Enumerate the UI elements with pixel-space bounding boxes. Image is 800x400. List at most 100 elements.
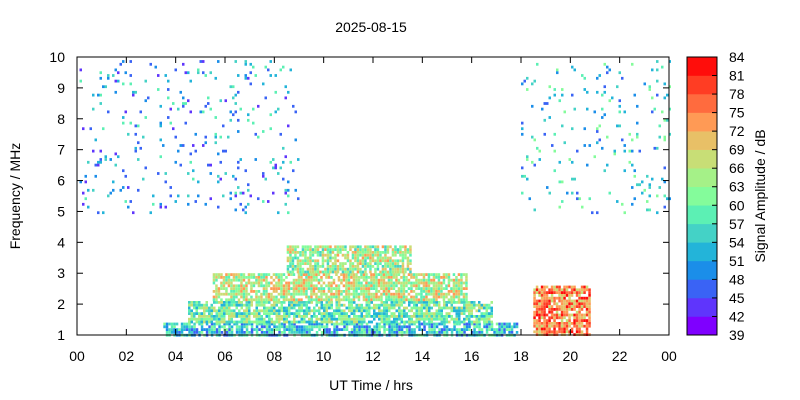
heatmap-cell bbox=[193, 303, 196, 307]
heatmap-cell bbox=[230, 315, 233, 318]
heatmap-cell bbox=[400, 303, 403, 307]
heatmap-cell bbox=[369, 267, 372, 271]
heatmap-cell bbox=[134, 146, 137, 150]
heatmap-cell bbox=[335, 320, 338, 324]
heatmap-cell bbox=[440, 295, 443, 299]
heatmap-cell bbox=[350, 301, 353, 304]
heatmap-cell bbox=[480, 331, 484, 334]
heatmap-cell bbox=[300, 306, 303, 310]
heatmap-cell bbox=[205, 309, 208, 313]
heatmap-cell bbox=[289, 248, 292, 251]
heatmap-cell bbox=[233, 303, 236, 307]
heatmap-cell bbox=[220, 292, 223, 296]
heatmap-cell bbox=[573, 177, 576, 181]
heatmap-cell bbox=[362, 284, 366, 288]
heatmap-cell bbox=[540, 285, 544, 289]
heatmap-cell bbox=[233, 322, 236, 326]
heatmap-cell bbox=[368, 328, 371, 331]
heatmap-cell bbox=[200, 328, 204, 331]
heatmap-cell bbox=[538, 302, 541, 306]
heatmap-cell bbox=[277, 284, 281, 288]
heatmap-cell bbox=[458, 315, 461, 318]
heatmap-cell bbox=[621, 202, 624, 206]
heatmap-cell bbox=[631, 186, 634, 189]
heatmap-cell bbox=[265, 322, 269, 326]
heatmap-cell bbox=[374, 251, 377, 254]
heatmap-cell bbox=[302, 281, 306, 285]
heatmap-cell bbox=[205, 301, 208, 304]
heatmap-cell bbox=[432, 290, 436, 293]
heatmap-cell bbox=[409, 270, 412, 274]
heatmap-cell bbox=[462, 287, 466, 290]
heatmap-cell bbox=[275, 273, 278, 276]
heatmap-cell bbox=[307, 273, 311, 276]
heatmap-cell bbox=[422, 281, 426, 285]
heatmap-cell bbox=[447, 281, 451, 285]
heatmap-cell bbox=[395, 292, 398, 296]
heatmap-cell bbox=[243, 322, 246, 326]
heatmap-cell bbox=[240, 306, 243, 310]
heatmap-cell bbox=[563, 322, 566, 325]
heatmap-cell bbox=[455, 292, 458, 296]
heatmap-cell bbox=[392, 284, 396, 288]
heatmap-cell bbox=[262, 276, 266, 279]
heatmap-cell bbox=[205, 322, 209, 326]
heatmap-cell bbox=[262, 292, 266, 296]
heatmap-cell bbox=[268, 317, 271, 321]
heatmap-cell bbox=[396, 265, 400, 268]
heatmap-cell bbox=[355, 322, 359, 326]
heatmap-cell bbox=[265, 287, 268, 290]
heatmap-cell bbox=[325, 312, 328, 315]
heatmap-cell bbox=[380, 295, 383, 299]
heatmap-cell bbox=[548, 191, 551, 195]
heatmap-cell bbox=[282, 292, 286, 296]
heatmap-cell bbox=[373, 303, 376, 307]
heatmap-cell bbox=[533, 330, 536, 334]
heatmap-cell bbox=[293, 328, 296, 331]
heatmap-cell bbox=[329, 248, 332, 251]
heatmap-cell bbox=[159, 124, 162, 128]
heatmap-cell bbox=[370, 287, 373, 290]
heatmap-cell bbox=[359, 270, 362, 274]
heatmap-cell bbox=[440, 331, 444, 334]
heatmap-cell bbox=[188, 309, 191, 313]
heatmap-cell bbox=[531, 104, 534, 108]
heatmap-cell bbox=[230, 301, 233, 304]
heatmap-cell bbox=[369, 265, 372, 268]
heatmap-cell bbox=[490, 322, 494, 326]
heatmap-cell bbox=[573, 313, 576, 317]
heatmap-cell bbox=[295, 331, 299, 334]
heatmap-cell bbox=[260, 317, 263, 321]
heatmap-cell bbox=[432, 292, 436, 296]
heatmap-cell bbox=[510, 325, 514, 329]
heatmap-cell bbox=[350, 292, 353, 296]
heatmap-cell bbox=[521, 127, 524, 131]
heatmap-cell bbox=[208, 328, 211, 331]
heatmap-cell bbox=[358, 320, 361, 324]
heatmap-cell bbox=[432, 281, 436, 285]
heatmap-cell bbox=[548, 327, 551, 331]
y-tick-label: 9 bbox=[57, 80, 65, 96]
heatmap-cell bbox=[321, 265, 325, 268]
heatmap-cell bbox=[223, 320, 226, 324]
heatmap-cell bbox=[162, 144, 165, 147]
heatmap-cell bbox=[633, 197, 636, 201]
heatmap-cell bbox=[288, 309, 291, 313]
heatmap-cell bbox=[237, 298, 241, 302]
heatmap-cell bbox=[455, 295, 458, 299]
heatmap-cell bbox=[124, 200, 127, 203]
heatmap-cell bbox=[382, 276, 386, 279]
heatmap-cell bbox=[578, 313, 581, 317]
heatmap-cell bbox=[234, 191, 237, 195]
heatmap-cell bbox=[565, 302, 569, 306]
heatmap-cell bbox=[391, 251, 395, 254]
heatmap-cell bbox=[296, 267, 300, 271]
heatmap-cell bbox=[326, 245, 330, 249]
heatmap-cell bbox=[376, 253, 380, 257]
heatmap-cell bbox=[84, 174, 87, 178]
heatmap-cell bbox=[238, 303, 241, 307]
heatmap-cell bbox=[225, 303, 228, 307]
heatmap-cell bbox=[312, 287, 316, 290]
heatmap-cell bbox=[555, 316, 559, 320]
heatmap-cell bbox=[668, 107, 671, 111]
